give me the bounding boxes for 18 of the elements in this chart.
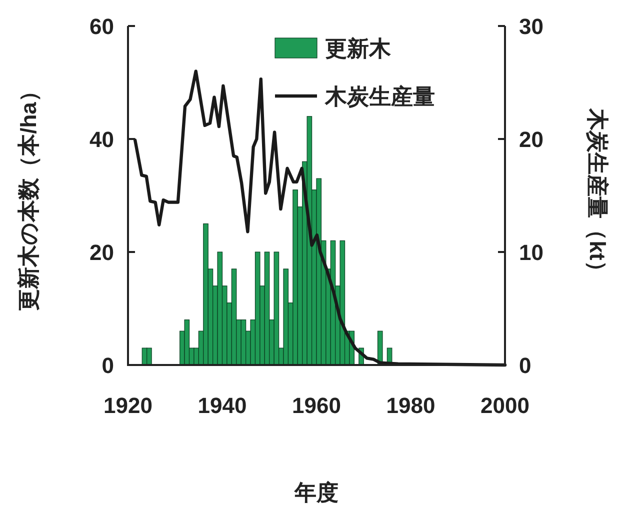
y-axis-title: 更新木の本数（本/ha） [16,80,41,311]
y2-tick-label: 10 [519,240,544,265]
legend-label: 木炭生産量 [324,84,435,109]
y-tick-label: 0 [102,353,114,378]
y-tick-label: 60 [90,14,114,39]
x-tick-label: 1980 [386,393,436,418]
x-tick-label: 1920 [104,393,152,418]
legend-label: 更新木 [325,36,392,61]
y2-tick-label: 0 [519,353,532,378]
x-tick-label: 2000 [480,393,530,418]
y2-tick-label: 30 [519,14,544,39]
y2-axis-title: 木炭生産量（kt） [585,108,610,282]
x-axis-title: 年度 [294,480,338,505]
x-tick-label: 1960 [292,393,341,418]
y-tick-label: 20 [90,240,114,265]
x-tick-label: 1940 [198,393,247,418]
y-tick-label: 40 [90,127,114,152]
y2-tick-label: 20 [519,127,544,152]
